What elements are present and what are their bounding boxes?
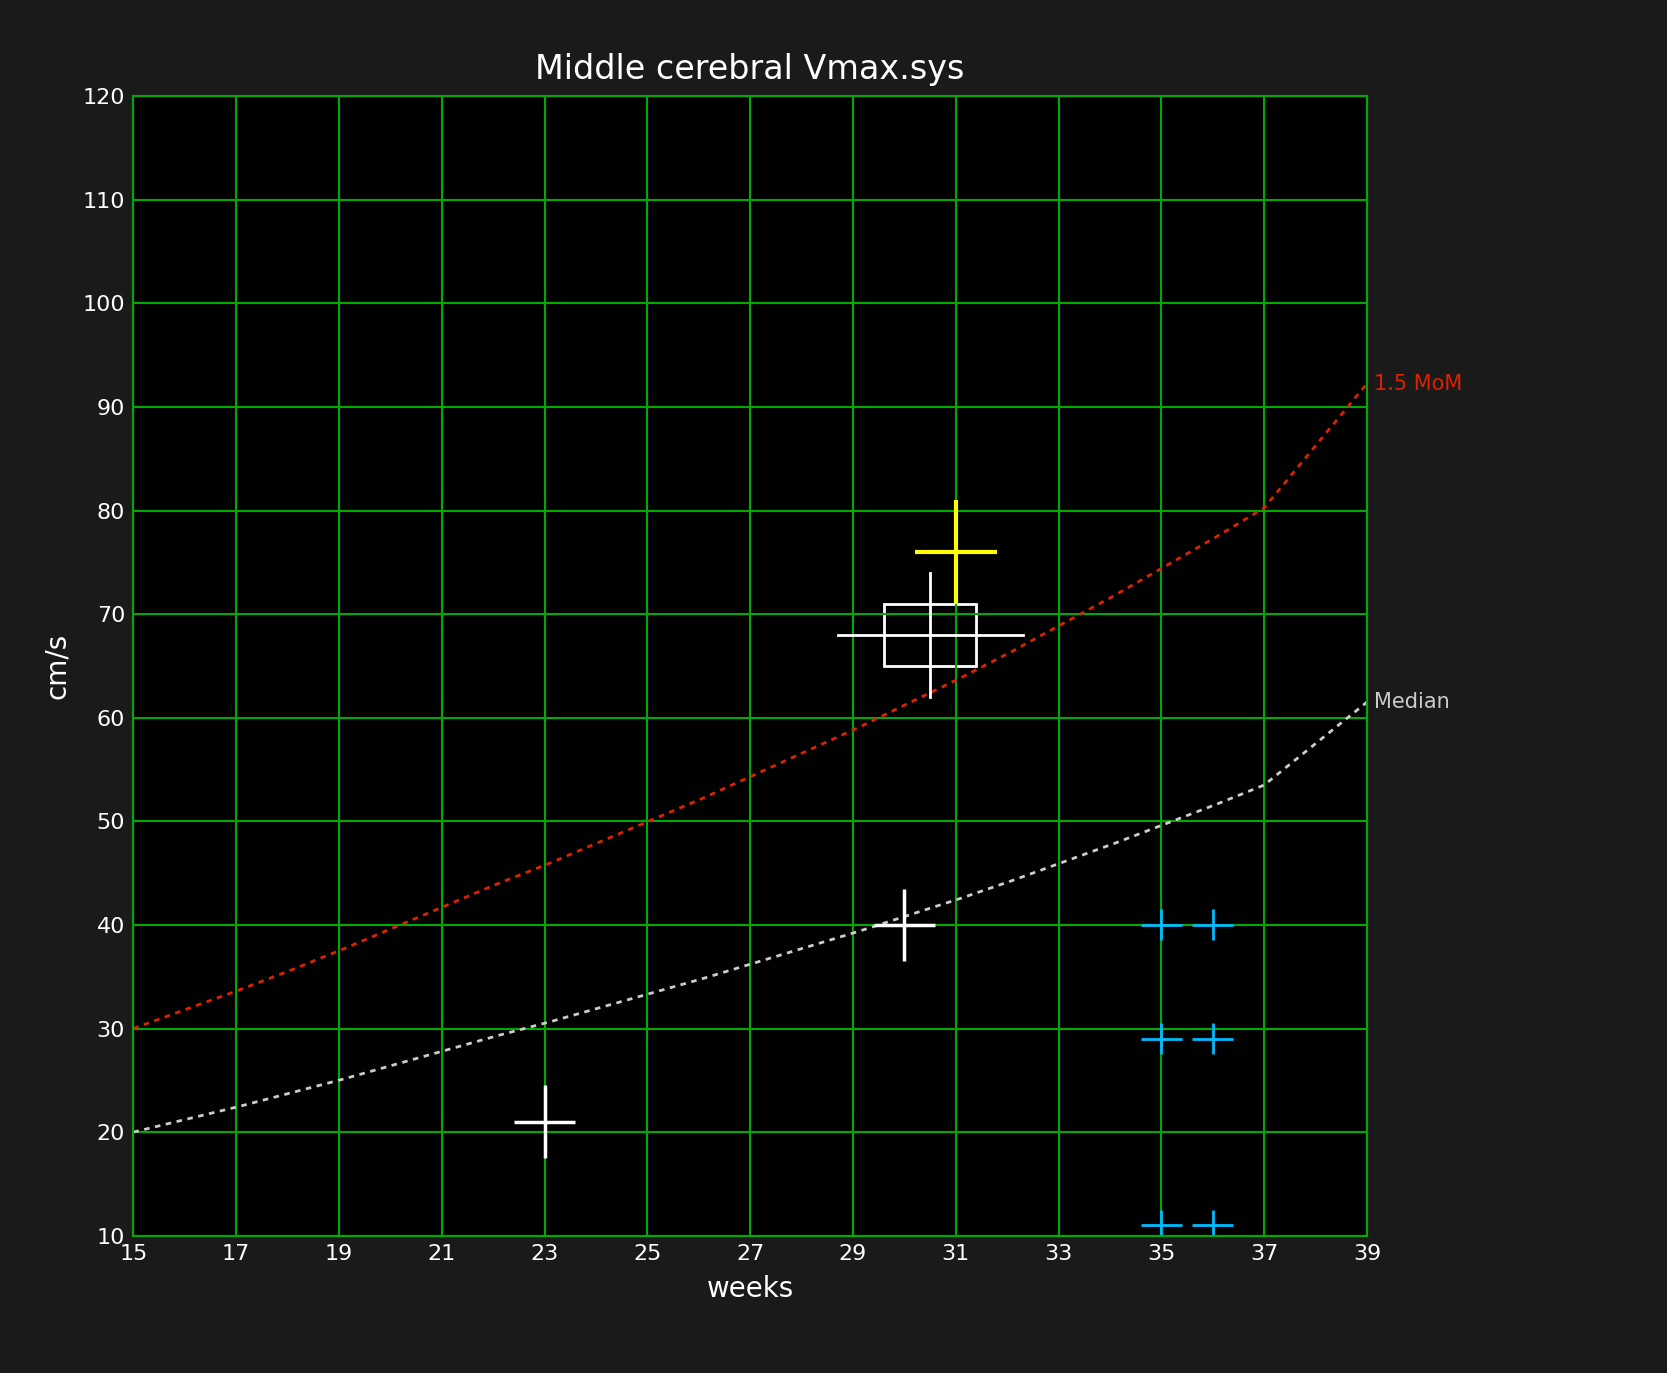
X-axis label: weeks: weeks [707, 1276, 793, 1303]
Title: Middle cerebral Vmax.sys: Middle cerebral Vmax.sys [535, 54, 965, 86]
Bar [884, 604, 977, 666]
Text: Median: Median [1374, 692, 1450, 713]
Y-axis label: cm/s: cm/s [43, 633, 72, 699]
Text: 1.5 MoM: 1.5 MoM [1374, 373, 1462, 394]
